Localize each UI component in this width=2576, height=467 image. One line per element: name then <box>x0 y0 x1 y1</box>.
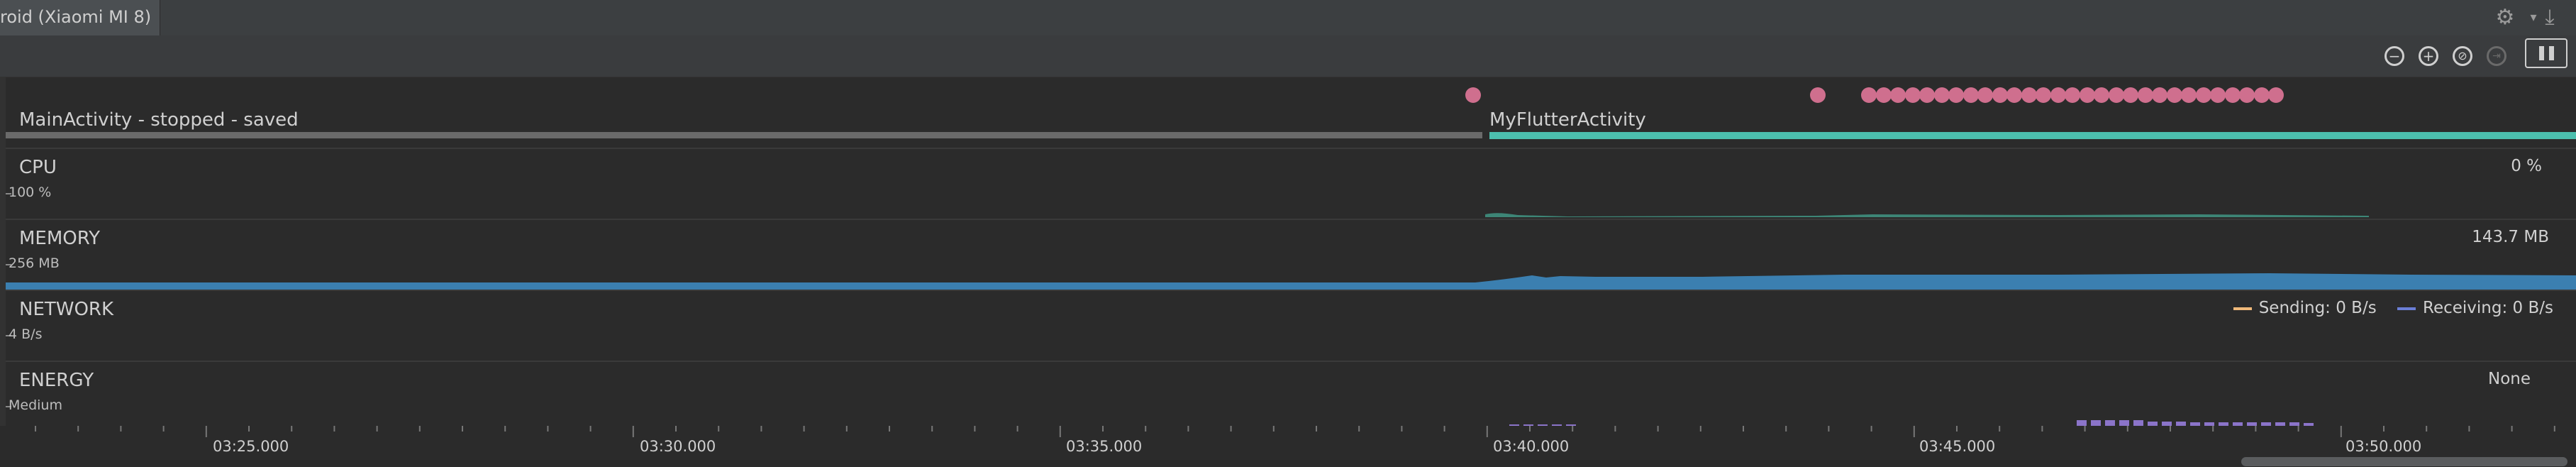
event-marker[interactable] <box>1933 87 1950 103</box>
event-marker[interactable] <box>1977 87 1993 103</box>
event-marker[interactable] <box>1861 87 1877 103</box>
lane-divider <box>6 148 2576 149</box>
time-axis-ticks <box>35 426 2555 437</box>
cpu-value: 0 % <box>2511 157 2542 175</box>
receiving-swatch <box>2397 307 2416 310</box>
network-label: NETWORK <box>19 299 114 320</box>
event-marker[interactable] <box>1890 87 1906 103</box>
timeline-scrollbar[interactable] <box>2241 457 2567 466</box>
time-axis: 03:25.000 03:30.000 03:35.000 03:40.000 … <box>0 426 2576 467</box>
axis-tick-label: 03:45.000 <box>1919 438 1996 455</box>
cpu-scale-tick <box>6 193 11 194</box>
live-icon[interactable]: ⇥ <box>2481 40 2512 72</box>
network-sending: Sending: 0 B/s <box>2258 299 2377 317</box>
cpu-graph <box>1485 213 2369 217</box>
energy-value: None <box>2487 370 2531 388</box>
zoom-in-icon[interactable]: + <box>2413 40 2444 72</box>
network-legend: Sending: 0 B/s Receiving: 0 B/s <box>2233 299 2553 317</box>
event-marker[interactable] <box>1948 87 1964 103</box>
memory-scale-label: 256 MB <box>9 256 60 271</box>
device-tab[interactable]: roid (Xiaomi MI 8) <box>0 0 160 35</box>
energy-label: ENERGY <box>19 370 94 391</box>
network-scale-label: 4 B/s <box>9 326 43 342</box>
axis-tick-label: 03:30.000 <box>640 438 716 455</box>
energy-scale-label: Medium <box>9 397 62 413</box>
left-edge <box>0 77 6 467</box>
cpu-label: CPU <box>19 157 57 178</box>
activity-main-label: MainActivity - stopped - saved <box>19 109 299 131</box>
event-marker[interactable] <box>2079 87 2095 103</box>
cpu-scale-label: 100 % <box>9 185 52 200</box>
event-marker[interactable] <box>2166 87 2182 103</box>
event-marker[interactable] <box>1919 87 1935 103</box>
event-marker[interactable] <box>1465 87 1481 103</box>
lane-divider <box>6 361 2576 362</box>
lane-divider <box>6 219 2576 220</box>
event-marker[interactable] <box>2123 87 2138 103</box>
network-scale-tick <box>6 335 11 336</box>
event-marker[interactable] <box>1962 87 1979 103</box>
event-marker[interactable] <box>2021 87 2037 103</box>
event-marker[interactable] <box>2253 87 2270 103</box>
zoom-out-icon[interactable]: − <box>2379 40 2410 72</box>
activity-flutter-label: MyFlutterActivity <box>1489 109 1646 131</box>
lane-divider <box>6 290 2576 291</box>
chevron-down-icon[interactable]: ▾ <box>2530 9 2537 25</box>
sending-swatch <box>2233 307 2252 310</box>
event-marker[interactable] <box>2137 87 2153 103</box>
events-lane <box>0 77 2576 148</box>
memory-label: MEMORY <box>19 228 101 249</box>
device-tab-label: roid (Xiaomi MI 8) <box>0 7 152 27</box>
event-marker[interactable] <box>2065 87 2080 103</box>
activity-bar-flutter[interactable] <box>1489 132 2576 139</box>
event-marker[interactable] <box>2152 87 2167 103</box>
memory-value: 143.7 MB <box>2472 228 2549 246</box>
event-marker[interactable] <box>2050 87 2066 103</box>
axis-tick-label: 03:50.000 <box>2345 438 2422 455</box>
event-marker[interactable] <box>2268 87 2284 103</box>
reset-zoom-icon[interactable]: ⊘ <box>2447 40 2478 72</box>
event-marker[interactable] <box>2210 87 2226 103</box>
event-marker[interactable] <box>1810 87 1826 103</box>
profiler-toolbar <box>0 35 2576 77</box>
network-receiving: Receiving: 0 B/s <box>2423 299 2553 317</box>
activity-bar-main[interactable] <box>6 132 1482 138</box>
event-marker[interactable] <box>2094 87 2109 103</box>
pause-icon[interactable] <box>2525 38 2567 68</box>
gear-icon[interactable]: ⚙ <box>2495 4 2515 30</box>
download-icon[interactable]: ⤓ <box>2545 4 2555 30</box>
energy-scale-tick <box>6 406 11 407</box>
memory-graph <box>6 273 2576 290</box>
event-marker[interactable] <box>1904 87 1921 103</box>
event-marker[interactable] <box>2006 87 2022 103</box>
event-marker[interactable] <box>1875 87 1892 103</box>
event-marker[interactable] <box>2181 87 2197 103</box>
axis-tick-label: 03:35.000 <box>1066 438 1143 455</box>
memory-scale-tick <box>6 264 11 265</box>
axis-tick-label: 03:25.000 <box>213 438 289 455</box>
axis-tick-label: 03:40.000 <box>1493 438 1570 455</box>
event-marker[interactable] <box>2239 87 2255 103</box>
event-marker[interactable] <box>1992 87 2008 103</box>
event-marker[interactable] <box>2108 87 2124 103</box>
event-marker[interactable] <box>2224 87 2241 103</box>
event-marker[interactable] <box>2036 87 2051 103</box>
event-marker[interactable] <box>2195 87 2211 103</box>
